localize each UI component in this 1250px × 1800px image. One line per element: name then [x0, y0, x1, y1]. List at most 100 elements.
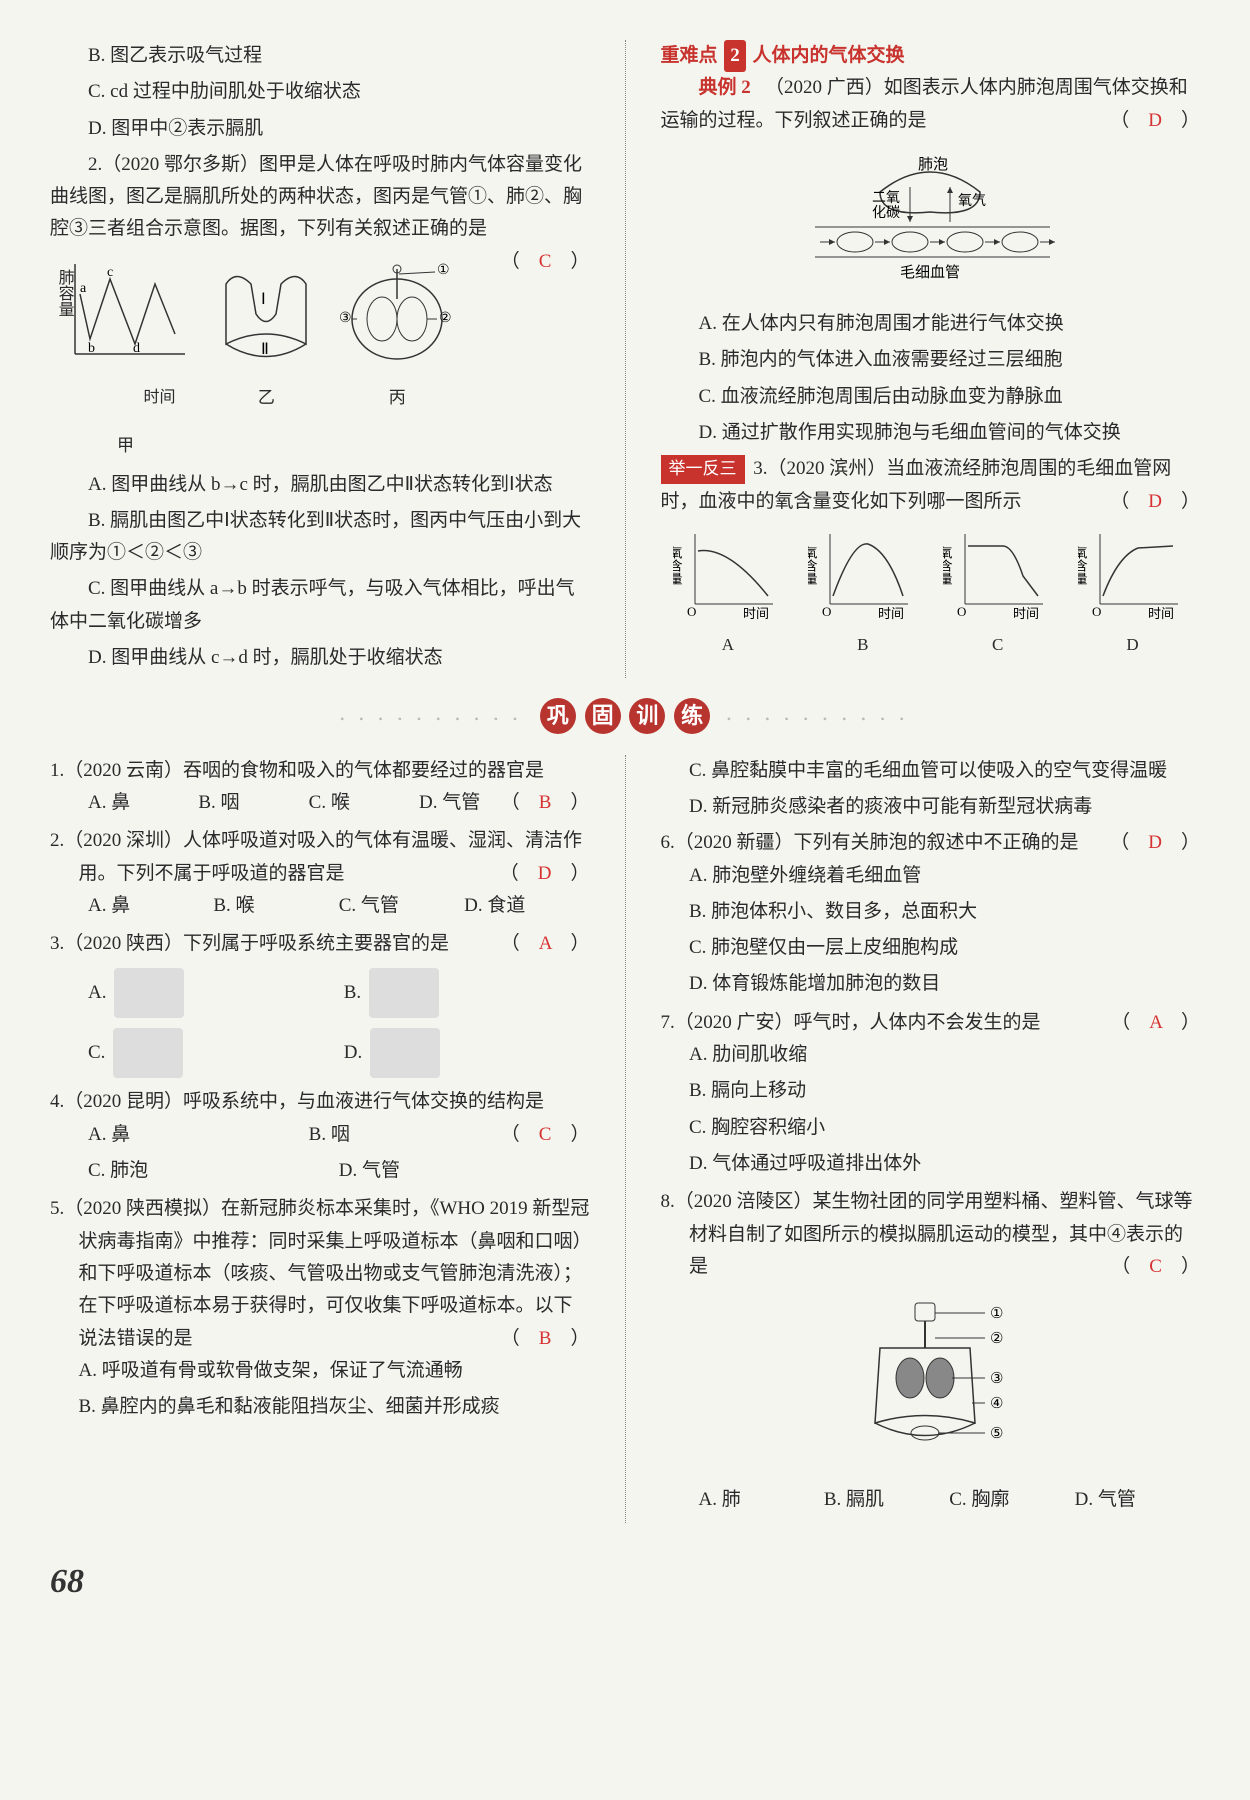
q3-stem-wrap: 举一反三 3.（2020 滨州）当血液流经肺泡周围的毛细血管网时，血液中的氧含量…	[661, 453, 1201, 518]
q7-stem: 7.（2020 广安）呼气时，人体内不会发生的是	[661, 1012, 1041, 1033]
q1-c: C. 喉	[309, 787, 419, 819]
q2-stem: 2.（2020 鄂尔多斯）图甲是人体在呼吸时肺内气体容量变化曲线图，图乙是膈肌所…	[50, 149, 590, 246]
q1-stem: 1.（2020 云南）吞咽的食物和吸入的气体都要经过的器官是	[50, 760, 544, 781]
svg-text:Ⅰ: Ⅰ	[261, 291, 266, 308]
q2-answer-wrap: （ C ）	[463, 246, 590, 278]
heading-pre: 重难点	[661, 45, 718, 66]
q2-opt-a: A. 图甲曲线从 b→c 时，膈肌由图乙中Ⅱ状态转化到Ⅰ状态	[50, 469, 590, 501]
practice-q2: 2.（2020 深圳）人体呼吸道对吸入的气体有温暖、湿润、清洁作用。下列不属于呼…	[50, 825, 590, 922]
prev-opt-d: D. 图甲中②表示膈肌	[50, 113, 590, 145]
svg-text:b: b	[88, 341, 95, 356]
q4-d: D. 气管	[339, 1155, 590, 1187]
q8-d: D. 气管	[1075, 1484, 1200, 1516]
fig-jia-ylabel: 肺容量	[50, 269, 77, 317]
q1-d: D. 气管	[419, 787, 529, 819]
q3p-a: A.	[88, 977, 106, 1009]
svg-text:毛细血管: 毛细血管	[900, 264, 960, 281]
svg-text:时间: 时间	[878, 606, 904, 621]
q8-b: B. 膈肌	[824, 1484, 949, 1516]
q6-a: A. 肺泡壁外缠绕着毛细血管	[661, 860, 1201, 892]
oxygen-graphs: 氧含量O时间 A 氧含量O时间 B 氧含量O时间 C 氧含量O时间 D	[661, 526, 1201, 660]
q2-opt-d: D. 图甲曲线从 c→d 时，膈肌处于收缩状态	[50, 642, 590, 674]
heading-post: 人体内的气体交换	[753, 45, 905, 66]
svg-text:O: O	[1092, 604, 1101, 619]
practice-q3: 3.（2020 陕西）下列属于呼吸系统主要器官的是 （ A ） A. B. C.…	[50, 928, 590, 1078]
lungs-icon	[114, 968, 184, 1018]
q6-ans: D	[1148, 832, 1162, 853]
kidney-icon	[113, 1028, 183, 1078]
svg-text:时间: 时间	[1148, 606, 1174, 621]
svg-text:O: O	[822, 604, 831, 619]
q2-stem-text: 2.（2020 鄂尔多斯）图甲是人体在呼吸时肺内气体容量变化曲线图，图乙是膈肌所…	[50, 154, 582, 240]
q4-c: C. 肺泡	[88, 1155, 339, 1187]
q5-c: C. 鼻腔黏膜中丰富的毛细血管可以使吸入的空气变得温暖	[661, 755, 1201, 787]
svg-text:时间: 时间	[1013, 606, 1039, 621]
q2p-b: B. 喉	[213, 890, 338, 922]
q2-answer: C	[539, 251, 552, 272]
q1-ans: B	[539, 792, 552, 813]
svg-text:氧气: 氧气	[958, 193, 986, 209]
graph-c-label: C	[943, 631, 1053, 660]
ex2-opt-a: A. 在人体内只有肺泡周围才能进行气体交换	[661, 308, 1201, 340]
q3p-stem: 3.（2020 陕西）下列属于呼吸系统主要器官的是	[50, 933, 449, 954]
svg-text:氧含量: 氧含量	[943, 546, 953, 585]
graph-d-label: D	[1078, 631, 1188, 660]
practice-q8: 8.（2020 涪陵区）某生物社团的同学用塑料桶、塑料管、气球等材料自制了如图所…	[661, 1186, 1201, 1516]
example2-label: 典例 2	[699, 77, 751, 98]
q1-a: A. 鼻	[88, 787, 198, 819]
svg-text:二氧: 二氧	[872, 190, 900, 206]
q8-ans: C	[1149, 1256, 1162, 1277]
svg-text:⑤: ⑤	[990, 1426, 1003, 1442]
divider-char-4: 练	[674, 698, 710, 734]
q7-d: D. 气体通过呼吸道排出体外	[661, 1148, 1201, 1180]
svg-text:化碳: 化碳	[872, 205, 900, 221]
heading-number: 2	[724, 40, 746, 72]
q3-options-images: A. B. C. D.	[50, 968, 590, 1078]
fig-alveoli-label: 肺泡	[918, 156, 948, 173]
top-left-column: B. 图乙表示吸气过程 C. cd 过程中肋间肌处于收缩状态 D. 图甲中②表示…	[50, 40, 590, 678]
svg-text:时间: 时间	[743, 606, 769, 621]
q6-c: C. 肺泡壁仅由一层上皮细胞构成	[661, 932, 1201, 964]
q7-b: B. 膈向上移动	[661, 1075, 1201, 1107]
q1-b: B. 咽	[198, 787, 308, 819]
q5-d: D. 新冠肺炎感染者的痰液中可能有新型冠状病毒	[661, 791, 1201, 823]
q3-answer: D	[1148, 491, 1162, 512]
q2-figures: a c b d 肺容量 时间 甲 Ⅰ Ⅱ 乙	[50, 254, 463, 461]
q4-a: A. 鼻	[88, 1119, 309, 1151]
fig-yi: Ⅰ Ⅱ 乙	[206, 254, 326, 461]
divider-char-3: 训	[629, 698, 665, 734]
q2-opt-c: C. 图甲曲线从 a→b 时表示呼气，与吸入气体相比，呼出气体中二氧化碳增多	[50, 573, 590, 638]
q3p-ans: A	[539, 933, 552, 954]
q7-ans: A	[1149, 1012, 1162, 1033]
prev-opt-c: C. cd 过程中肋间肌处于收缩状态	[50, 76, 590, 108]
graph-a-label: A	[673, 631, 783, 660]
top-column-divider	[625, 40, 626, 678]
ex2-opt-b: B. 肺泡内的气体进入血液需要经过三层细胞	[661, 344, 1201, 376]
graph-c: 氧含量 O 时间 C	[943, 526, 1053, 660]
svg-text:O: O	[957, 604, 966, 619]
q5-ans: B	[539, 1328, 552, 1349]
practice-q1: 1.（2020 云南）吞咽的食物和吸入的气体都要经过的器官是 （ B ） A. …	[50, 755, 590, 820]
svg-text:③: ③	[990, 1371, 1003, 1387]
svg-text:氧含量: 氧含量	[1078, 546, 1088, 585]
q4-stem: 4.（2020 昆明）呼吸系统中，与血液进行气体交换的结构是	[50, 1091, 544, 1112]
graph-b: 氧含量O时间 B	[808, 526, 918, 660]
ex2-opt-d: D. 通过扩散作用实现肺泡与毛细血管间的气体交换	[661, 417, 1201, 449]
q8-a: A. 肺	[699, 1484, 824, 1516]
q3-answer-wrap: （ D ）	[1110, 486, 1200, 518]
svg-text:氧含量: 氧含量	[673, 546, 683, 585]
q2-opt-b: B. 膈肌由图乙中Ⅰ状态转化到Ⅱ状态时，图丙中气压由小到大顺序为①＜②＜③	[50, 505, 590, 570]
svg-text:Ⅱ: Ⅱ	[261, 341, 269, 358]
svg-text:②: ②	[439, 311, 452, 326]
q4-ans: C	[539, 1124, 552, 1145]
divider-char-1: 巩	[540, 698, 576, 734]
practice-q4: 4.（2020 昆明）呼吸系统中，与血液进行气体交换的结构是 （ C ） A. …	[50, 1086, 590, 1187]
q3p-d: D.	[344, 1037, 362, 1069]
top-right-column: 重难点 2 人体内的气体交换 典例 2 （2020 广西）如图表示人体内肺泡周围…	[661, 40, 1201, 678]
svg-text:④: ④	[990, 1396, 1003, 1412]
q7-c: C. 胸腔容积缩小	[661, 1112, 1201, 1144]
svg-text:①: ①	[990, 1306, 1003, 1322]
prev-opt-b: B. 图乙表示吸气过程	[50, 40, 590, 72]
svg-text:d: d	[133, 341, 140, 356]
svg-text:②: ②	[990, 1331, 1003, 1347]
